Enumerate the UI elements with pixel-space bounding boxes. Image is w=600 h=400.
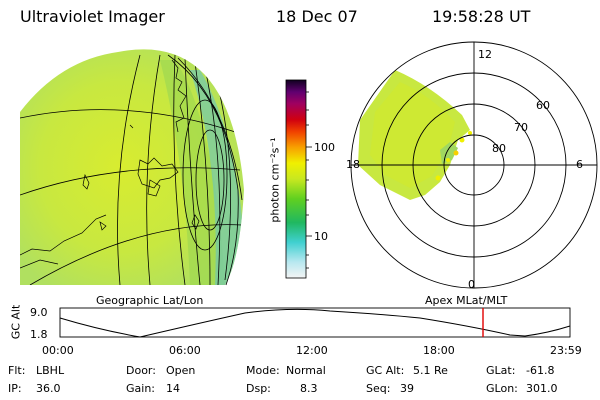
altitude-xtick: 00:00 (42, 344, 74, 357)
dsp-value: 8.3 (300, 382, 318, 395)
ip-label: IP: (8, 382, 22, 395)
flt-label: Flt: (8, 364, 26, 377)
gain-value: 14 (166, 382, 180, 395)
altitude-xtick: 06:00 (169, 344, 201, 357)
geographic-image (20, 49, 244, 286)
ip-value: 36.0 (36, 382, 61, 395)
altitude-plot (59, 307, 571, 338)
glon-label: GLon: (486, 382, 518, 395)
mlt-label-18: 18 (346, 158, 360, 171)
altitude-xtick: 18:00 (423, 344, 455, 357)
geographic-projection-label: Geographic Lat/Lon (96, 294, 204, 307)
door-label: Door: (126, 364, 156, 377)
flt-value: LBHL (36, 364, 65, 377)
colorbar-tick-10: 10 (314, 230, 328, 243)
mode-value: Normal (286, 364, 326, 377)
instrument-title: Ultraviolet Imager (20, 7, 165, 26)
altitude-ytick-min: 1.8 (30, 328, 48, 341)
door-value: Open (166, 364, 196, 377)
mode-label: Mode: (246, 364, 280, 377)
colorbar (285, 79, 312, 279)
colorbar-unit-label: photon cm⁻²s⁻¹ (268, 137, 282, 223)
colorbar-tick-100: 100 (314, 141, 335, 154)
gain-label: Gain: (126, 382, 155, 395)
dsp-label: Dsp: (246, 382, 271, 395)
gc-alt-label: GC Alt: (366, 364, 405, 377)
mlt-label-12: 12 (478, 48, 492, 61)
lat-label-60: 60 (536, 99, 550, 112)
glon-value: 301.0 (526, 382, 558, 395)
seq-label: Seq: (366, 382, 391, 395)
glat-label: GLat: (486, 364, 516, 377)
gc-alt-value: 5.1 Re (413, 364, 448, 377)
polar-plot (350, 41, 598, 289)
mlt-label-0: 0 (468, 278, 475, 291)
glat-value: -61.8 (526, 364, 555, 377)
altitude-xtick: 23:59 (550, 344, 582, 357)
altitude-xtick: 12:00 (296, 344, 328, 357)
lat-label-70: 70 (514, 121, 528, 134)
apex-projection-label: Apex MLat/MLT (425, 294, 508, 307)
altitude-ylabel: GC Alt (9, 304, 23, 340)
seq-value: 39 (400, 382, 414, 395)
time-label: 19:58:28 UT (432, 7, 531, 26)
lat-label-80: 80 (492, 142, 506, 155)
mlt-label-6: 6 (576, 158, 583, 171)
altitude-ytick-max: 9.0 (30, 306, 48, 319)
date-label: 18 Dec 07 (276, 7, 358, 26)
